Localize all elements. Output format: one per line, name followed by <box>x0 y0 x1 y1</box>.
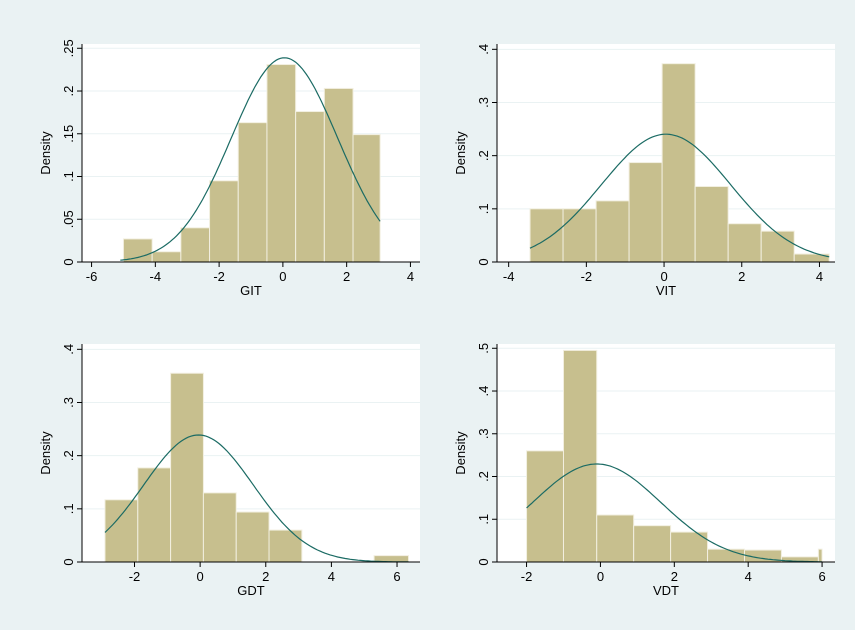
histogram-bar <box>694 185 729 263</box>
histogram-bar <box>137 467 172 563</box>
histogram-panel-vdt: -2 0 2 4 6 0 .1 .2 .3 .4 .5 VDT Density <box>453 343 835 598</box>
histogram-bar <box>323 87 354 263</box>
y-tick-label: .2 <box>61 450 76 461</box>
x-tick-label: -4 <box>503 269 515 284</box>
normal-density-curve <box>529 133 830 258</box>
y-tick-label: .1 <box>61 503 76 514</box>
y-tick-label: .3 <box>476 428 491 439</box>
y-tick-label: .2 <box>476 471 491 482</box>
histogram-bar <box>661 63 696 263</box>
y-tick-label: .05 <box>61 210 76 228</box>
y-axis-title: Density <box>453 431 468 475</box>
y-tick-label: 0 <box>476 258 491 265</box>
x-tick-label: 2 <box>262 569 269 584</box>
histogram-bar <box>596 514 635 563</box>
x-tick-label: 0 <box>279 269 286 284</box>
x-tick-label: 0 <box>597 569 604 584</box>
histogram-panel-git: -6 -4 -2 0 2 4 0 .05 .1 .15 .2 .25 GIT Density <box>38 39 420 298</box>
x-tick-label: 0 <box>197 569 204 584</box>
histogram-bar <box>352 134 381 263</box>
histogram-bar <box>562 349 598 563</box>
x-tick-label: 6 <box>393 569 400 584</box>
histogram-bar <box>209 180 239 263</box>
x-tick-label: -2 <box>521 569 533 584</box>
x-tick-label: 4 <box>328 569 335 584</box>
histogram-bar <box>727 223 762 263</box>
x-tick-label: 6 <box>818 569 825 584</box>
x-tick-label: 4 <box>816 269 823 284</box>
y-tick-label: .1 <box>61 171 76 182</box>
x-axis-title: VIT <box>656 283 676 298</box>
histogram-bar <box>122 238 153 263</box>
y-axis-title: Density <box>38 131 53 175</box>
histogram-bar <box>104 499 139 563</box>
histogram-bar <box>266 64 297 263</box>
histogram-bar <box>817 548 823 563</box>
normal-density-curve <box>526 463 823 563</box>
histogram-bar <box>170 372 204 563</box>
x-tick-label: 0 <box>660 269 667 284</box>
y-tick-label: .3 <box>61 397 76 408</box>
y-tick-label: 0 <box>61 558 76 565</box>
y-tick-label: .3 <box>476 97 491 108</box>
histogram-bar <box>151 251 182 263</box>
x-axis-title: GIT <box>240 283 262 298</box>
histogram-bar <box>595 200 630 263</box>
y-tick-label: .4 <box>61 344 76 355</box>
histogram-bar <box>526 450 564 563</box>
x-axis-title: GDT <box>237 583 265 598</box>
x-tick-label: 2 <box>343 269 350 284</box>
y-tick-label: .15 <box>61 125 76 143</box>
histogram-bar <box>707 548 745 563</box>
x-tick-label: -6 <box>86 269 98 284</box>
y-axis-title: Density <box>38 431 53 475</box>
x-tick-label: 2 <box>738 269 745 284</box>
x-tick-label: 4 <box>745 569 752 584</box>
y-tick-label: .4 <box>476 44 491 55</box>
y-axis-title: Density <box>453 131 468 175</box>
histogram-bar <box>268 529 303 563</box>
x-tick-label: 2 <box>671 569 678 584</box>
histogram-bar <box>237 122 268 263</box>
x-tick-label: -2 <box>581 269 593 284</box>
y-tick-label: 0 <box>476 558 491 565</box>
y-tick-label: .2 <box>476 150 491 161</box>
histogram-bar <box>628 162 663 263</box>
histogram-bar <box>180 227 211 263</box>
y-tick-label: .2 <box>61 86 76 97</box>
histogram-bar <box>670 531 709 563</box>
histogram-bar <box>202 492 237 563</box>
x-axis-title: VDT <box>653 583 679 598</box>
histogram-panel-vit: -4 -2 0 2 4 0 .1 .2 .3 .4 VIT Density <box>453 44 835 298</box>
x-tick-label: -2 <box>129 569 141 584</box>
x-tick-label: 4 <box>407 269 414 284</box>
y-tick-label: .1 <box>476 203 491 214</box>
y-tick-label: .1 <box>476 514 491 525</box>
histogram-bar <box>235 511 270 563</box>
normal-density-curve <box>104 434 409 563</box>
histogram-bar <box>295 111 325 263</box>
histogram-bar <box>760 230 795 263</box>
y-tick-label: 0 <box>61 258 76 265</box>
y-tick-label: .4 <box>476 386 491 397</box>
y-tick-label: .25 <box>61 39 76 57</box>
histogram-bar <box>562 208 597 263</box>
normal-density-curve <box>120 57 381 261</box>
histogram-bar <box>633 525 672 563</box>
histogram-bar <box>529 208 564 263</box>
x-tick-label: -4 <box>150 269 162 284</box>
x-tick-label: -2 <box>213 269 225 284</box>
histogram-panel-gdt: -2 0 2 4 6 0 .1 .2 .3 .4 GDT Density <box>38 344 420 598</box>
y-tick-label: .5 <box>476 343 491 354</box>
